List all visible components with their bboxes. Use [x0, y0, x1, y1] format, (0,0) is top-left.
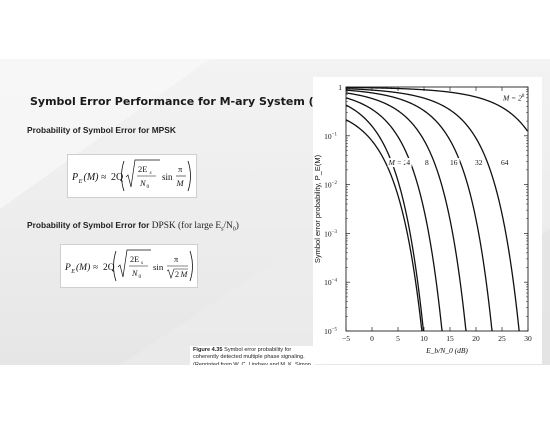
mpsk-equation: P E (M) ≈ 2Q 2E s N 0 sin π M — [67, 154, 197, 198]
y-tick-label: 10−5 — [324, 327, 337, 336]
dpsk-sin: sin — [153, 262, 164, 272]
dpsk-den-sub: 0 — [139, 274, 142, 280]
x-tick-label: 10 — [420, 334, 428, 343]
mpsk-lhs-arg: (M) — [84, 172, 100, 183]
dpsk-heading-sub2: 0 — [232, 226, 236, 233]
slide: Symbol Error Performance for M-ary Syste… — [0, 59, 550, 365]
dpsk-heading: Probability of Symbol Error for DPSK (fo… — [27, 220, 239, 233]
slide-title: Symbol Error Performance for M-ary Syste… — [30, 95, 347, 108]
x-tick-label: 20 — [472, 334, 480, 343]
dpsk-heading-suffix: DPSK (for large E — [151, 221, 222, 231]
plot-frame — [345, 86, 529, 332]
mpsk-sin: sin — [162, 172, 173, 182]
x-tick-label: 25 — [498, 334, 506, 343]
mpsk-num-sub: s — [150, 170, 152, 176]
series-label: M = 2 — [388, 158, 408, 167]
x-axis-label: E_b/N_0 (dB) — [425, 346, 468, 355]
x-tick-label: 30 — [524, 334, 532, 343]
mpsk-pi-den: M — [176, 178, 185, 188]
x-tick-label: 0 — [370, 334, 374, 343]
mpsk-coef: 2Q — [111, 172, 124, 183]
series-line-m-64 — [345, 88, 520, 332]
series-line-m-8 — [345, 97, 443, 332]
dpsk-approx: ≈ — [93, 263, 98, 273]
mpsk-lhs-sub: E — [78, 178, 83, 185]
dpsk-heading-prefix: Probability of Symbol Error for — [27, 220, 152, 230]
figure-panel: 1 10−1 10−2 10−3 10−4 10−5 −5 0 5 10 15 20 25 30 E_b/N… — [313, 77, 542, 364]
dpsk-heading-sub1: s — [221, 226, 224, 233]
y-tick-label: 10−3 — [324, 229, 337, 238]
x-tick-label: 5 — [396, 334, 400, 343]
mpsk-pi: π — [178, 164, 183, 174]
annotation-m-256: M = 28 — [502, 94, 525, 103]
dpsk-lhs-arg: (M) — [76, 262, 90, 273]
x-tick-label: −5 — [342, 334, 350, 343]
chart-curves — [345, 86, 529, 332]
dpsk-lhs: P — [64, 263, 71, 273]
dpsk-num-sub: s — [141, 260, 143, 266]
y-axis-label: Symbol error probability, P_E(M) — [313, 154, 322, 263]
series-label: 32 — [475, 158, 483, 167]
mpsk-heading: Probability of Symbol Error for MPSK — [27, 125, 176, 135]
mpsk-num: 2E — [138, 164, 147, 174]
x-tick-label: 15 — [446, 334, 454, 343]
y-tick-label: 10−4 — [324, 278, 337, 287]
figure-caption: Figure 4.35 Symbol error probability for… — [190, 346, 314, 365]
dpsk-den: N — [131, 269, 138, 278]
dpsk-coef: 2Q — [103, 263, 115, 273]
y-tick-label: 10−2 — [324, 181, 337, 190]
caption-label: Figure 4.35 — [193, 347, 223, 353]
series-line-m-4 — [345, 104, 425, 332]
series-line-m-2 — [345, 119, 423, 332]
dpsk-lhs-sub: E — [70, 268, 75, 275]
series-line-m-16 — [345, 92, 467, 332]
series-label: 16 — [450, 158, 458, 167]
series-label: 4 — [406, 158, 410, 167]
series-line-m-32 — [345, 89, 493, 332]
series-line-m-256 — [345, 86, 529, 132]
dpsk-pi-den-coef: 2 — [175, 270, 179, 279]
symbol-error-chart: 1 10−1 10−2 10−3 10−4 10−5 −5 0 5 10 15 20 25 30 E_b/N… — [313, 83, 532, 355]
mpsk-lhs: P — [71, 172, 78, 183]
dpsk-num: 2E — [130, 255, 139, 264]
dpsk-heading-mid: /N — [223, 221, 233, 231]
mpsk-den-sub: 0 — [147, 184, 150, 190]
y-tick-label: 10−1 — [324, 132, 337, 141]
dpsk-heading-end: ) — [235, 221, 239, 231]
mpsk-approx: ≈ — [101, 172, 107, 183]
caption-text-1: Symbol error probability for coherently … — [193, 347, 313, 365]
series-label: 64 — [501, 158, 509, 167]
y-tick-label: 1 — [338, 83, 342, 92]
series-label: 8 — [425, 158, 429, 167]
dpsk-pi-den: M — [180, 270, 189, 279]
mpsk-den: N — [139, 178, 147, 188]
dpsk-pi: π — [174, 255, 179, 264]
dpsk-equation: P E (M) ≈ 2Q 2E s N 0 sin π 2 M — [60, 244, 198, 288]
